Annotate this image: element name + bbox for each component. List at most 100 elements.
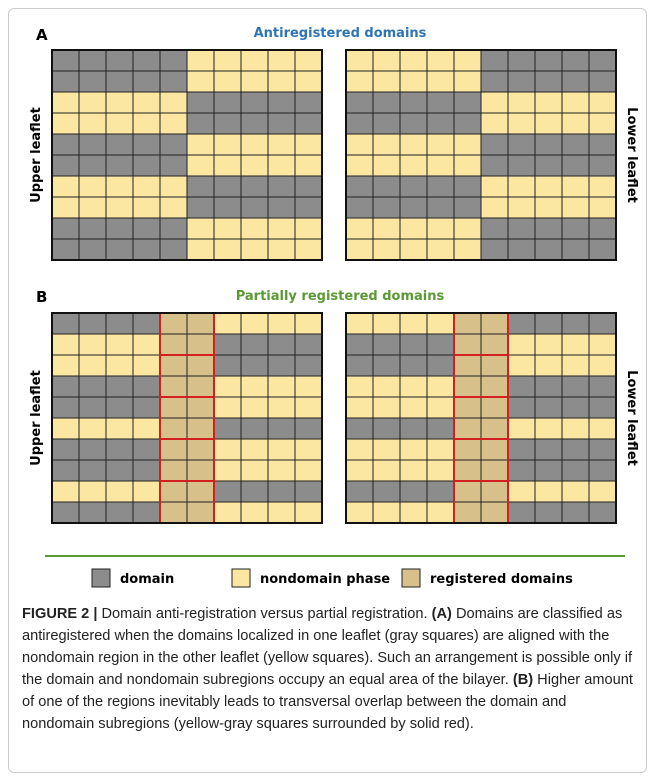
side-label: Upper leaflet bbox=[29, 370, 44, 466]
grid-cell bbox=[78, 480, 107, 503]
grid-cell bbox=[480, 238, 509, 261]
grid-cell bbox=[561, 354, 590, 377]
grid-cell bbox=[372, 196, 401, 219]
legend-label: nondomain phase bbox=[260, 572, 390, 587]
grid-cell bbox=[588, 480, 617, 503]
grid-cell bbox=[159, 501, 188, 524]
grid-cell bbox=[186, 354, 215, 377]
grid-cell bbox=[453, 375, 482, 398]
grid-cell bbox=[372, 480, 401, 503]
grid-cell bbox=[213, 133, 242, 156]
grid-cell bbox=[294, 438, 323, 461]
grid-cell bbox=[426, 217, 455, 240]
grid-cell bbox=[507, 417, 536, 440]
grid-cell bbox=[561, 112, 590, 135]
grid-cell bbox=[507, 49, 536, 72]
grid-cell bbox=[267, 91, 296, 114]
grid-cell bbox=[78, 196, 107, 219]
grid-cell bbox=[399, 459, 428, 482]
grid-cell bbox=[534, 375, 563, 398]
grid-cell bbox=[534, 480, 563, 503]
grid-cell bbox=[51, 175, 80, 198]
grid-cell bbox=[588, 238, 617, 261]
grid-cell bbox=[132, 459, 161, 482]
grid-cell bbox=[132, 333, 161, 356]
panel-title: Partially registered domains bbox=[236, 289, 445, 304]
grid-cell bbox=[132, 396, 161, 419]
grid-cell bbox=[372, 154, 401, 177]
grid-cell bbox=[240, 49, 269, 72]
grid-cell bbox=[480, 175, 509, 198]
grid-cell bbox=[186, 91, 215, 114]
grid-cell bbox=[534, 501, 563, 524]
grid-cell bbox=[105, 49, 134, 72]
grid-cell bbox=[186, 480, 215, 503]
grid-cell bbox=[345, 396, 374, 419]
grid-cell bbox=[51, 112, 80, 135]
grid-cell bbox=[534, 417, 563, 440]
grid-cell bbox=[294, 459, 323, 482]
grid-cell bbox=[507, 438, 536, 461]
caption-text: Domain anti-registration versus partial … bbox=[97, 606, 432, 622]
grid-cell bbox=[561, 438, 590, 461]
side-label: Upper leaflet bbox=[29, 107, 44, 203]
grid-cell bbox=[534, 438, 563, 461]
grid-cell bbox=[480, 312, 509, 335]
grid-cell bbox=[186, 417, 215, 440]
grid-cell bbox=[426, 459, 455, 482]
grid-cell bbox=[399, 312, 428, 335]
grid-cell bbox=[78, 459, 107, 482]
grid-cell bbox=[294, 196, 323, 219]
grid-cell bbox=[240, 312, 269, 335]
grid-cell bbox=[372, 501, 401, 524]
grid-cell bbox=[132, 438, 161, 461]
grid-cell bbox=[345, 480, 374, 503]
grid-cell bbox=[213, 238, 242, 261]
grid-cell bbox=[294, 154, 323, 177]
grid-cell bbox=[426, 396, 455, 419]
grid-cell bbox=[561, 154, 590, 177]
grid-cell bbox=[213, 333, 242, 356]
grid-cell bbox=[480, 217, 509, 240]
grid-cell bbox=[588, 49, 617, 72]
grid-cell bbox=[399, 333, 428, 356]
grid-cell bbox=[267, 417, 296, 440]
grid-cell bbox=[105, 70, 134, 93]
grid-cell bbox=[267, 459, 296, 482]
grid-cell bbox=[213, 175, 242, 198]
grid-cell bbox=[51, 333, 80, 356]
grid-cell bbox=[561, 312, 590, 335]
grid-cell bbox=[159, 333, 188, 356]
grid-cell bbox=[480, 417, 509, 440]
grid-cell bbox=[105, 133, 134, 156]
grid-cell bbox=[426, 354, 455, 377]
grid-cell bbox=[507, 112, 536, 135]
grid-cell bbox=[78, 133, 107, 156]
grid-border bbox=[51, 312, 323, 524]
grid-cell bbox=[345, 312, 374, 335]
grid-cell bbox=[561, 459, 590, 482]
grid-cell bbox=[453, 238, 482, 261]
grid-cell bbox=[426, 70, 455, 93]
grid-cell bbox=[507, 133, 536, 156]
grid-cell bbox=[294, 354, 323, 377]
grid-cell bbox=[426, 49, 455, 72]
grid-cell bbox=[399, 396, 428, 419]
grid-cell bbox=[534, 112, 563, 135]
grid-cell bbox=[294, 501, 323, 524]
grid-cell bbox=[267, 70, 296, 93]
caption-text: Higher amount of one of the regions inev… bbox=[22, 672, 633, 732]
grid-cell bbox=[186, 375, 215, 398]
grid-cell bbox=[372, 375, 401, 398]
grid-cell bbox=[588, 417, 617, 440]
grid-cell bbox=[51, 49, 80, 72]
grid-cell bbox=[159, 70, 188, 93]
grid-cell bbox=[534, 396, 563, 419]
grid-cell bbox=[51, 91, 80, 114]
grid-cell bbox=[480, 396, 509, 419]
grid-cell bbox=[267, 154, 296, 177]
grid-cell bbox=[105, 112, 134, 135]
grid-cell bbox=[453, 480, 482, 503]
grid-cell bbox=[105, 196, 134, 219]
grid-cell bbox=[213, 417, 242, 440]
